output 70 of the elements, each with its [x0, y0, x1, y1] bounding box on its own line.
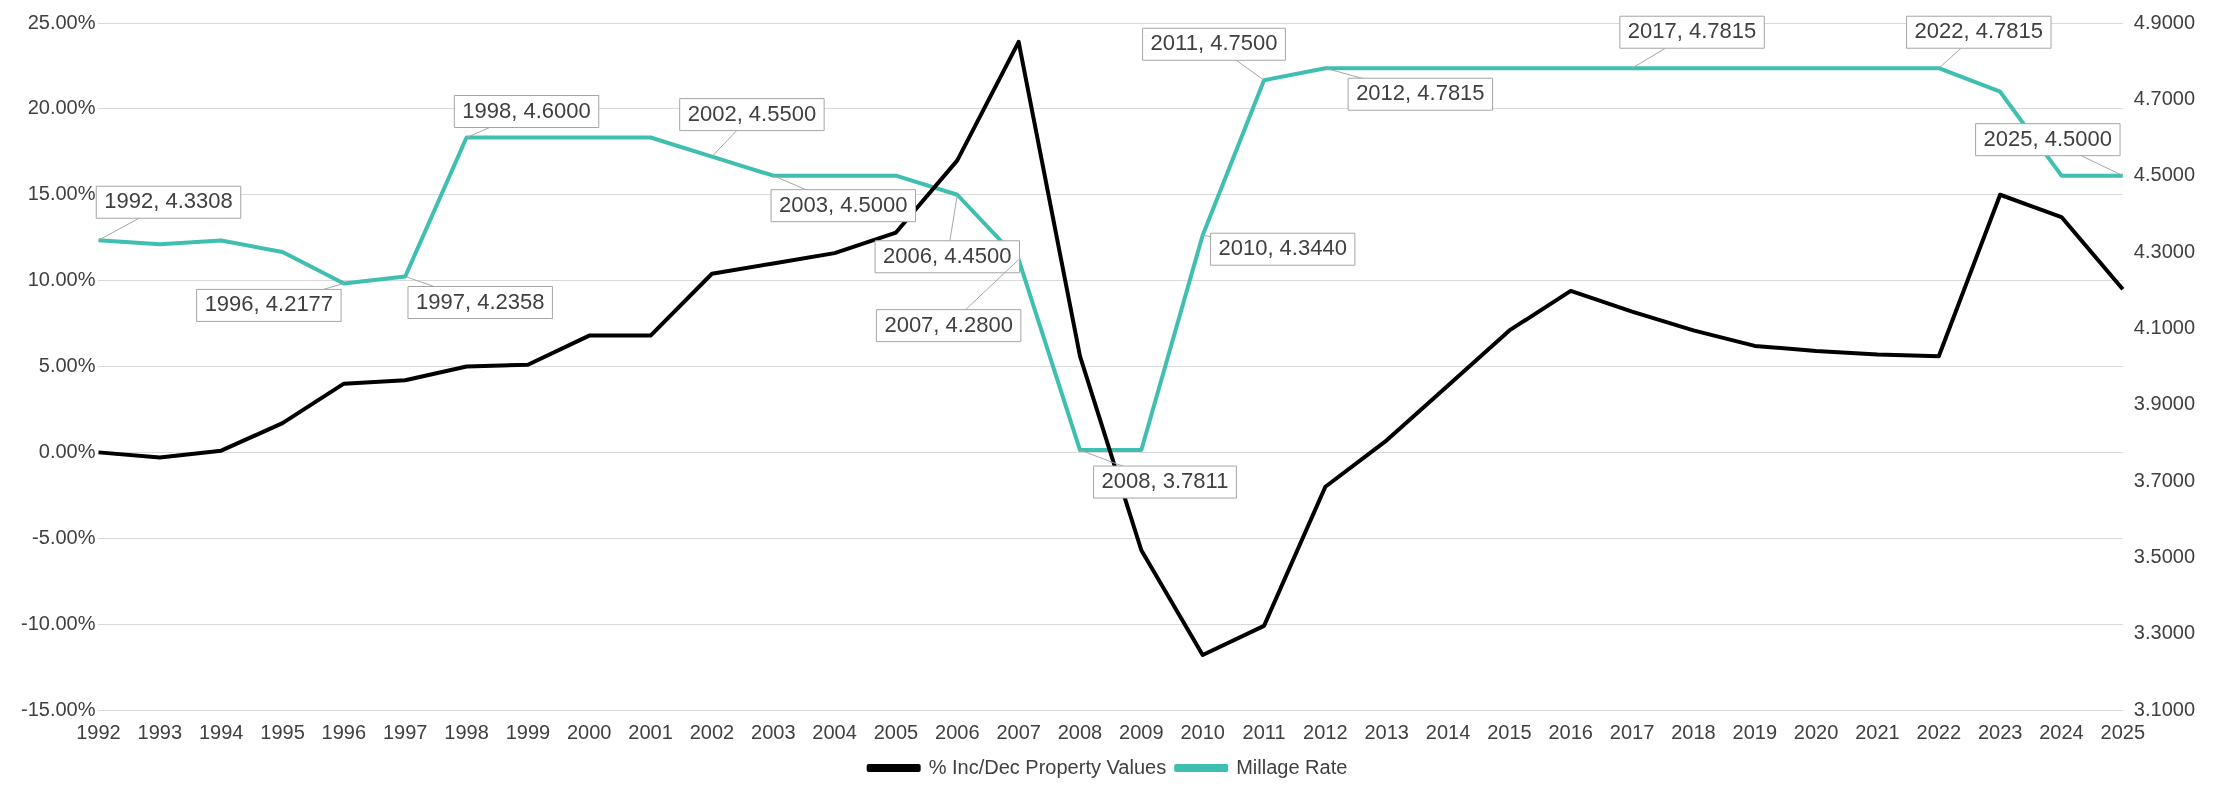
x-tick-label: 1997 — [382, 720, 428, 743]
y2-tick-label: 4.9000 — [2133, 10, 2195, 33]
y-tick-label: 0.00% — [38, 439, 96, 462]
x-tick-label: 2002 — [689, 720, 735, 743]
y-tick-label: 25.00% — [27, 10, 96, 33]
x-tick-label: 1995 — [260, 720, 305, 743]
data-label: 2002, 4.5500 — [687, 100, 817, 126]
y-tick-label: 5.00% — [38, 354, 96, 377]
data-label: 2007, 4.2800 — [884, 311, 1013, 337]
y-tick-label: -5.00% — [32, 525, 96, 548]
y2-tick-label: 3.1000 — [2133, 697, 2195, 720]
data-label: 2022, 4.7815 — [1914, 18, 2044, 44]
y2-tick-label: 4.1000 — [2133, 315, 2195, 338]
y-tick-label: 15.00% — [27, 182, 96, 205]
x-tick-label: 2007 — [996, 720, 1041, 743]
y2-tick-label: 4.3000 — [2133, 239, 2195, 262]
data-label: 1997, 4.2358 — [415, 288, 545, 314]
x-tick-label: 2011 — [1242, 720, 1286, 743]
legend-label: Millage Rate — [1236, 755, 1348, 778]
data-label: 1996, 4.2177 — [204, 291, 334, 317]
x-tick-label: 2020 — [1793, 720, 1839, 743]
x-tick-label: 1994 — [198, 720, 244, 743]
x-tick-label: 2010 — [1180, 720, 1225, 743]
data-label: 2008, 3.7811 — [1101, 468, 1229, 494]
y2-tick-label: 3.3000 — [2133, 621, 2195, 644]
x-tick-label: 2021 — [1855, 720, 1900, 743]
x-tick-label: 2012 — [1303, 720, 1348, 743]
x-tick-label: 2015 — [1487, 720, 1532, 743]
x-tick-label: 2024 — [2039, 720, 2084, 743]
x-tick-label: 2018 — [1671, 720, 1716, 743]
x-tick-label: 2016 — [1548, 720, 1593, 743]
y2-tick-label: 4.5000 — [2133, 163, 2195, 186]
y2-tick-label: 3.9000 — [2133, 392, 2195, 415]
x-tick-label: 1998 — [444, 720, 489, 743]
data-label: 2011, 4.7500 — [1150, 30, 1278, 56]
y-tick-label: -15.00% — [20, 697, 96, 720]
data-label: 2006, 4.4500 — [883, 242, 1012, 268]
y2-tick-label: 4.7000 — [2133, 86, 2195, 109]
x-tick-label: 2008 — [1057, 720, 1103, 743]
y-tick-label: 10.00% — [27, 268, 96, 291]
x-tick-label: 2001 — [628, 720, 673, 743]
x-tick-label: 1993 — [137, 720, 183, 743]
data-label: 2025, 4.5000 — [1983, 125, 2113, 151]
x-tick-label: 2003 — [751, 720, 796, 743]
y-tick-label: -10.00% — [20, 611, 96, 634]
data-label: 2017, 4.7815 — [1627, 18, 1757, 44]
y-tick-label: 20.00% — [27, 96, 96, 119]
data-label: 1992, 4.3308 — [104, 188, 233, 214]
x-tick-label: 2023 — [1977, 720, 2023, 743]
x-tick-label: 2025 — [2100, 720, 2146, 743]
x-tick-label: 2019 — [1732, 720, 1778, 743]
data-label: 1998, 4.6000 — [462, 97, 591, 123]
data-label: 2010, 4.3440 — [1218, 235, 1347, 261]
x-tick-label: 1999 — [505, 720, 551, 743]
data-label: 2012, 4.7815 — [1356, 80, 1485, 106]
data-label: 2003, 4.5000 — [779, 191, 908, 217]
y2-tick-label: 3.5000 — [2133, 544, 2195, 567]
x-tick-label: 2009 — [1119, 720, 1164, 743]
x-tick-label: 2014 — [1425, 720, 1471, 743]
x-tick-label: 2017 — [1609, 720, 1655, 743]
x-tick-label: 2000 — [566, 720, 612, 743]
x-tick-label: 2005 — [873, 720, 919, 743]
x-tick-label: 1996 — [321, 720, 367, 743]
x-tick-label: 2013 — [1364, 720, 1409, 743]
x-tick-label: 2006 — [935, 720, 980, 743]
x-tick-label: 2004 — [812, 720, 857, 743]
x-tick-label: 2022 — [1916, 720, 1962, 743]
y2-tick-label: 3.7000 — [2133, 468, 2195, 491]
x-tick-label: 1992 — [76, 720, 121, 743]
legend-label: % Inc/Dec Property Values — [928, 755, 1167, 778]
